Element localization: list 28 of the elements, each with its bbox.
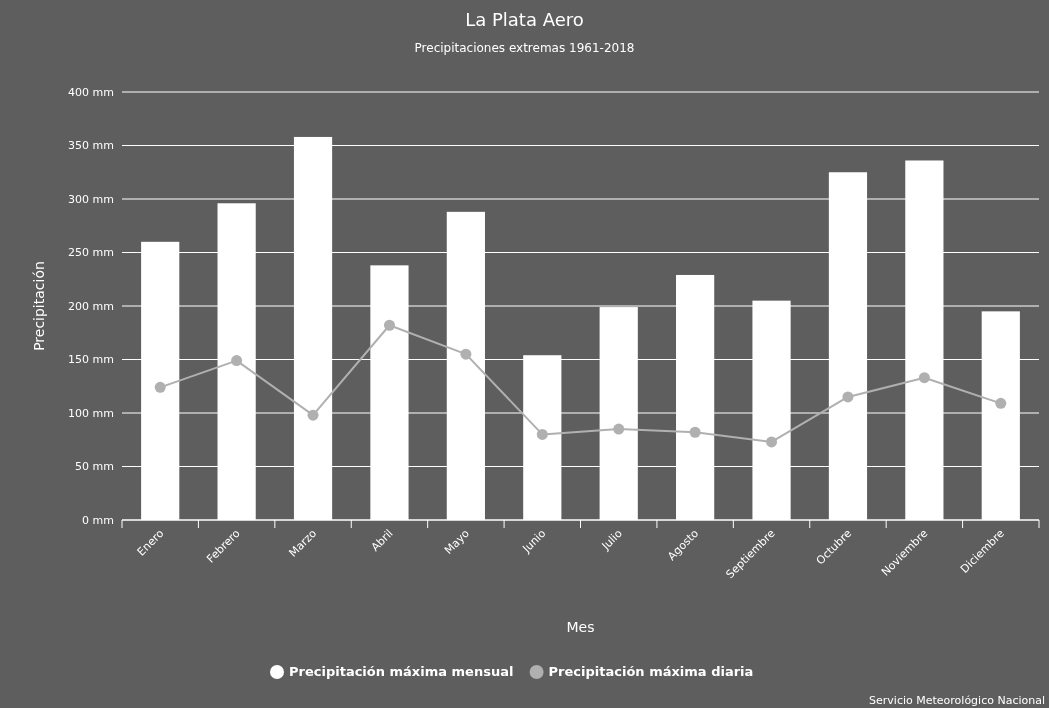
text: Servicio Meteorológico Nacional — [869, 694, 1045, 707]
y-tick-label: 50 mm — [75, 460, 114, 474]
y-tick-label: 0 mm — [82, 513, 114, 527]
point — [536, 428, 548, 440]
point — [383, 319, 395, 331]
y-tick-label: 250 mm — [68, 246, 114, 260]
point — [613, 423, 625, 435]
y-tick-label: 100 mm — [68, 406, 114, 420]
y-tick-label: 350 mm — [68, 139, 114, 153]
point — [460, 348, 472, 360]
point — [231, 355, 243, 367]
legend-label: Precipitación máxima diaria — [548, 664, 754, 679]
point — [689, 426, 701, 438]
x-axis-title: Mes — [566, 619, 595, 635]
point — [918, 372, 930, 384]
point — [995, 397, 1007, 409]
point — [154, 381, 166, 393]
chart-title: La Plata Aero — [465, 9, 584, 30]
y-tick-label: 300 mm — [68, 192, 114, 206]
point — [766, 436, 778, 448]
y-tick-label: 150 mm — [68, 353, 114, 367]
chart-subtitle: Precipitaciones extremas 1961-2018 — [414, 41, 635, 55]
point — [307, 409, 319, 421]
legend-label: Precipitación máxima mensual — [289, 664, 514, 679]
point — [842, 391, 854, 403]
y-tick-label: 200 mm — [68, 299, 114, 313]
y-tick-label: 400 mm — [68, 85, 114, 99]
y-axis-title: Precipitación — [31, 261, 47, 351]
